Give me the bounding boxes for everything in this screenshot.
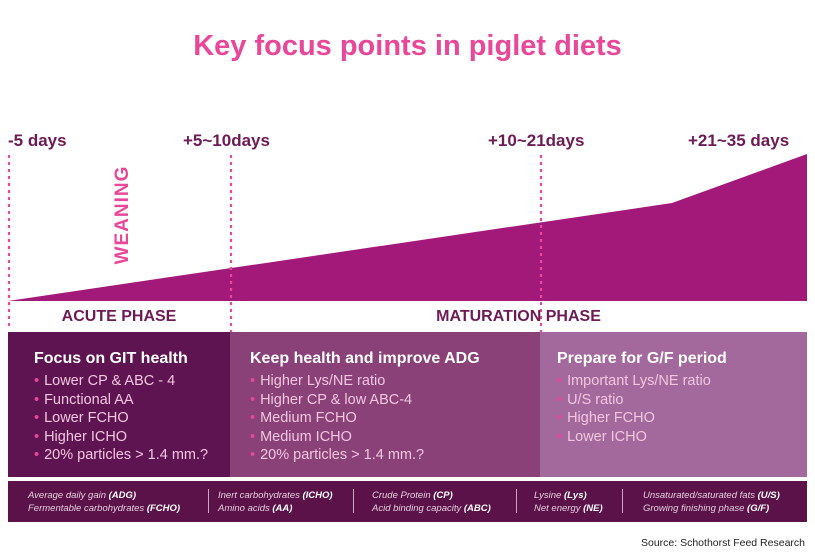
weaning-label: WEANING	[112, 165, 133, 265]
list-item: Important Lys/NE ratio	[557, 372, 807, 391]
timeline-label-end: +21~35 days	[688, 131, 790, 150]
page-title: Key focus points in piglet diets	[193, 30, 622, 62]
timeline-label-start: -5 days	[8, 131, 67, 150]
list-item: Medium ICHO	[250, 428, 540, 447]
timeline-label-weaning-phase: +5~10days	[183, 131, 270, 150]
legend-group: Average daily gain (ADG) Fermentable car…	[28, 490, 181, 514]
list-item: Lower CP & ABC - 4	[34, 372, 230, 391]
column-heading: Keep health and improve ADG	[250, 350, 480, 367]
column-keep-health: Keep health and improve ADG Higher Lys/N…	[230, 332, 540, 477]
legend-group: Unsaturated/saturated fats (U/S) Growing…	[643, 490, 780, 514]
list-item: 20% particles > 1.4 mm.?	[34, 446, 230, 465]
legend-group: Inert carbohydrates (ICHO) Amino acids (…	[218, 490, 333, 514]
column-heading: Focus on GIT health	[34, 350, 188, 367]
list-item: 20% particles > 1.4 mm.?	[250, 446, 540, 465]
list-item: Functional AA	[34, 391, 230, 410]
abbreviation-legend: Average daily gain (ADG) Fermentable car…	[8, 481, 807, 522]
legend-divider	[622, 489, 623, 513]
maturation-phase-label: MATURATION PHASE	[436, 308, 601, 325]
list-item: Lower FCHO	[34, 409, 230, 428]
column-prepare: Prepare for G/F period Important Lys/NE …	[540, 332, 807, 477]
list-item: Higher ICHO	[34, 428, 230, 447]
legend-group: Lysine (Lys) Net energy (NE)	[534, 490, 603, 514]
legend-group: Crude Protein (CP) Acid binding capacity…	[372, 490, 491, 514]
source-credit: Source: Schothorst Feed Research	[641, 537, 805, 549]
legend-divider	[208, 489, 209, 513]
column-heading: Prepare for G/F period	[557, 350, 727, 367]
phase-band	[8, 301, 807, 332]
list-item: Higher Lys/NE ratio	[250, 372, 540, 391]
list-item: Higher CP & low ABC-4	[250, 391, 540, 410]
list-item: U/S ratio	[557, 391, 807, 410]
list-item: Medium FCHO	[250, 409, 540, 428]
list-item: Lower ICHO	[557, 428, 807, 447]
source-label: Source:	[640, 537, 678, 549]
acute-phase-label: ACUTE PHASE	[61, 308, 177, 325]
timeline-label-mid: +10~21days	[488, 131, 585, 150]
column-acute: Focus on GIT health Lower CP & ABC - 4 F…	[8, 332, 230, 477]
legend-divider	[516, 489, 517, 513]
legend-divider	[353, 489, 354, 513]
list-item: Higher FCHO	[557, 409, 807, 428]
source-text: Schothorst Feed Research	[680, 537, 805, 549]
growth-wedge	[8, 154, 807, 301]
